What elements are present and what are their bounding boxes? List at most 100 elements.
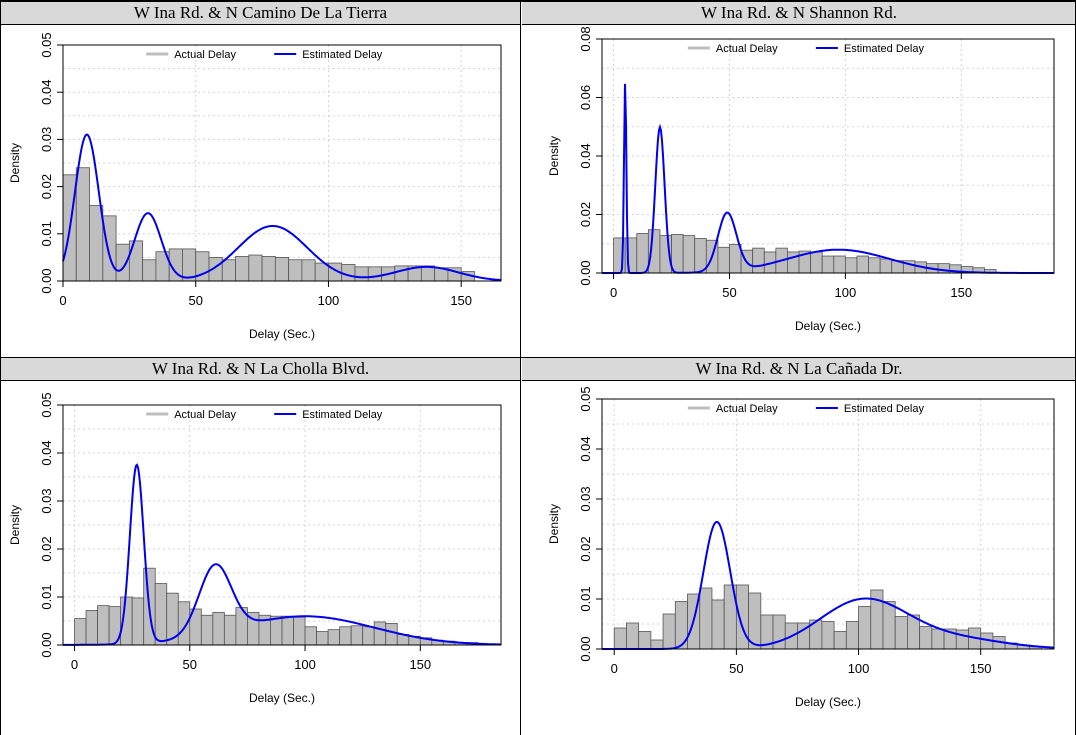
x-tick-label: 0 (71, 657, 78, 672)
y-tick-label: 0.04 (39, 440, 54, 465)
histogram-bar (316, 631, 329, 646)
y-tick-label: 0.02 (39, 536, 54, 561)
x-tick-label: 50 (183, 657, 197, 672)
histogram-bar (74, 618, 87, 646)
histogram-bar (772, 614, 786, 650)
x-tick-label: 100 (294, 657, 316, 672)
histogram-bar (288, 259, 303, 282)
histogram-bar (682, 235, 696, 274)
histogram-bar (339, 626, 352, 646)
y-tick-label: 0.08 (578, 26, 593, 51)
histogram-bar (115, 243, 130, 282)
panel-3-header: W Ina Rd. & N La Cholla Blvd. (0, 358, 521, 381)
panel-2-plot: 0 50 100 150 0.00 0.02 0.04 0.06 0.08 Delay (Sec.… (547, 26, 1055, 333)
histogram-bar (154, 583, 168, 646)
histogram-bar (212, 611, 225, 646)
y-axis-label: Density (547, 504, 561, 544)
histogram-bar (314, 262, 329, 282)
histogram-bar (833, 255, 846, 274)
legend-estimated-label: Estimated Delay (844, 403, 925, 415)
estimated-density-curve (63, 463, 501, 646)
x-tick-label: 100 (318, 293, 340, 308)
plot-frame (601, 398, 1055, 650)
y-tick-label: 0.00 (39, 268, 54, 293)
histogram-bar (894, 616, 908, 650)
histogram-bar (858, 606, 872, 650)
x-tick-label: 150 (409, 657, 431, 672)
y-tick-label: 0.02 (578, 202, 593, 227)
histogram-bar (845, 621, 859, 650)
y-tick-label: 0.04 (578, 143, 593, 168)
histogram-bar (868, 257, 881, 274)
x-tick-label: 150 (450, 293, 472, 308)
grid-center-divider (520, 2, 521, 735)
histogram-bar (293, 616, 306, 646)
histogram-bar (350, 625, 364, 646)
histogram-bar (131, 597, 145, 646)
histogram-bar (301, 259, 316, 282)
y-axis-label: Density (547, 136, 561, 176)
x-axis-label: Delay (Sec.) (795, 695, 861, 709)
panel-1-plot: 0 50 100 150 0.00 0.01 0.02 0.03 0.04 0.05 Delay (… (8, 32, 502, 341)
x-tick-label: 50 (188, 293, 202, 308)
panel-4-plot: 0 50 100 150 0.00 0.01 0.02 0.03 0.04 0.05 Delay (… (547, 386, 1055, 709)
legend-estimated-label: Estimated Delay (844, 43, 925, 55)
histogram-bar (142, 259, 157, 282)
legend-actual-label: Actual Delay (174, 49, 236, 61)
histogram-bar (821, 255, 835, 274)
histogram-bar (626, 622, 640, 650)
y-tick-label: 0.03 (39, 488, 54, 513)
x-tick-label: 100 (835, 285, 857, 300)
legend-actual-label: Actual Delay (716, 403, 778, 415)
histogram-bar (235, 256, 250, 282)
histogram-bar (613, 627, 627, 650)
histogram-bar (248, 254, 263, 282)
histogram-bar (662, 613, 676, 650)
y-tick-label: 0.01 (578, 586, 593, 611)
x-tick-label: 0 (610, 285, 617, 300)
histogram-bar (810, 251, 823, 274)
histogram-bar (85, 610, 98, 646)
y-tick-label: 0.04 (39, 80, 54, 105)
y-tick-label: 0.05 (39, 392, 54, 417)
histogram-bar (638, 631, 652, 650)
legend-estimated-label: Estimated Delay (302, 409, 383, 421)
histogram-bar (856, 255, 869, 274)
histogram-bar (955, 629, 969, 650)
histogram-bar (221, 259, 236, 282)
estimated-density-curve (602, 520, 1054, 650)
histogram-bar (717, 246, 730, 274)
histogram-bar (327, 629, 341, 646)
histogram-bar (97, 605, 110, 646)
histogram-bar (844, 257, 858, 274)
x-tick-label: 0 (59, 293, 66, 308)
histogram-bar (882, 601, 896, 650)
legend-actual-label: Actual Delay (174, 409, 236, 421)
panel-2-header: W Ina Rd. & N Shannon Rd. (522, 2, 1076, 25)
legend-estimated-label: Estimated Delay (302, 49, 383, 61)
plot-frame (62, 44, 502, 282)
histogram-bar (694, 238, 707, 274)
histogram-bar (636, 233, 649, 274)
histogram-bar (650, 639, 664, 650)
histogram-bar (75, 167, 90, 282)
x-axis-label: Delay (Sec.) (249, 327, 315, 341)
y-axis-label: Density (8, 143, 22, 183)
y-tick-label: 0.00 (578, 636, 593, 661)
histogram-bar (394, 265, 409, 282)
x-tick-label: 100 (848, 661, 870, 676)
histogram-bar (385, 622, 398, 646)
histogram-bar (261, 256, 276, 282)
histogram-bar (223, 614, 237, 646)
histogram-bar (281, 615, 294, 646)
panel-4-title: W Ina Rd. & N La Cañada Dr. (695, 359, 903, 378)
panel-3-plot: 0 50 100 150 0.00 0.01 0.02 0.03 0.04 0.05 Delay (… (8, 392, 502, 705)
x-tick-label: 50 (722, 285, 736, 300)
histogram-bar (879, 258, 893, 274)
histogram-bar (821, 621, 835, 650)
histogram-bar (931, 628, 945, 650)
x-tick-label: 150 (970, 661, 992, 676)
histogram-bar (735, 584, 749, 650)
histogram-bar (787, 251, 800, 274)
x-axis-label: Delay (Sec.) (795, 319, 861, 333)
